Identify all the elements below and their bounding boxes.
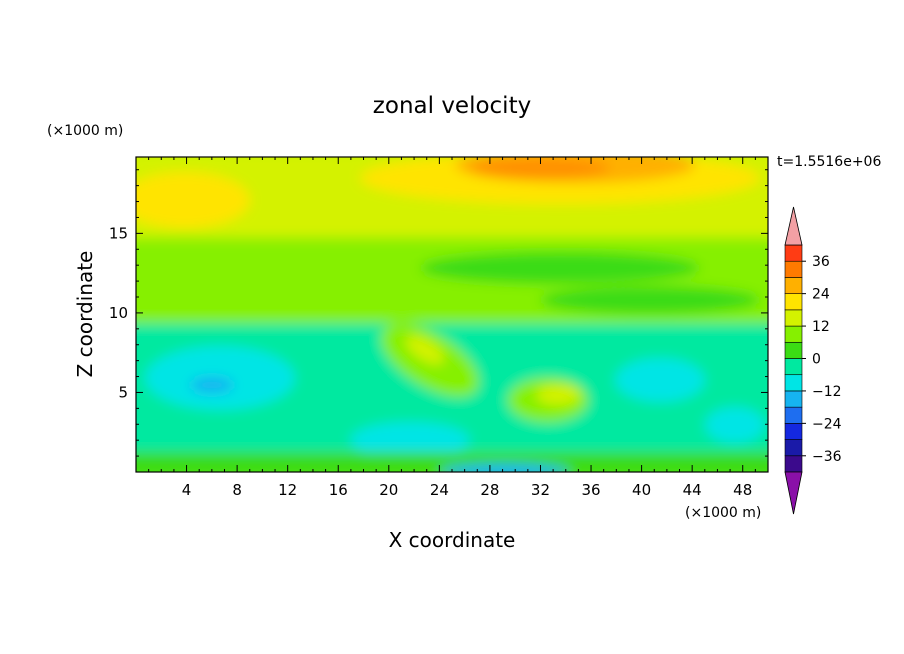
x-tick-label: 40: [632, 481, 651, 499]
colorbar-tick-label: −36: [812, 449, 842, 465]
patch-lobe-1-core: [405, 335, 445, 365]
colorbar-segment: [784, 260, 803, 278]
x-axis-label: X coordinate: [389, 528, 516, 552]
y-tick-label: 10: [109, 304, 128, 322]
colorbar-segment: [784, 325, 803, 343]
heatmap-field: [136, 157, 768, 472]
x-axis: 4 8 12 16 20 24 28 32 36 40 44 48: [148, 157, 756, 499]
x-tick-label: 44: [683, 481, 702, 499]
colorbar-tick-label: 12: [812, 319, 830, 335]
colorbar-segment: [784, 244, 803, 262]
y-tick-label: 5: [118, 383, 128, 401]
colorbar-tick-label: −24: [812, 416, 842, 432]
y-axis: 5 10 15: [109, 169, 768, 457]
x-tick-label: 32: [531, 481, 550, 499]
patch-upper-green: [420, 252, 700, 284]
colorbar-segment: [784, 423, 803, 440]
x-tick-label: 48: [733, 481, 752, 499]
patch-left-yellow: [136, 172, 250, 228]
colorbar-under-arrow: [784, 471, 803, 515]
patch-left-blue: [190, 377, 234, 393]
patch-mid-green: [540, 286, 760, 314]
colorbar-tick-label: 24: [812, 287, 830, 303]
x-tick-label: 12: [278, 481, 297, 499]
colorbar-segment: [784, 374, 803, 392]
colorbar-segment: [784, 277, 803, 294]
y-unit-label: (×1000 m): [47, 123, 123, 139]
colorbar-segment: [784, 293, 803, 311]
colorbar-segment: [784, 455, 803, 473]
x-tick-label: 28: [480, 481, 499, 499]
patch-bottom-blue: [440, 464, 570, 472]
patch-far-right-cyan: [705, 407, 765, 443]
x-tick-label: 8: [232, 481, 242, 499]
colorbar-over-arrow: [784, 206, 803, 246]
patch-top-darkorange: [470, 158, 610, 178]
y-tick-label: 15: [109, 224, 128, 242]
colorbar-tick-label: −12: [812, 384, 842, 400]
x-unit-label: (×1000 m): [685, 505, 761, 521]
x-tick-label: 4: [182, 481, 192, 499]
colorbar-segment: [784, 309, 803, 327]
colorbar-segment: [784, 358, 803, 376]
colorbar-tick-label: 36: [812, 254, 830, 270]
patch-right-cyan: [615, 358, 705, 402]
x-tick-label: 16: [329, 481, 348, 499]
band-bottom-green: [136, 452, 768, 472]
colorbar-segment: [784, 406, 803, 424]
patch-center-cyan: [350, 422, 470, 458]
x-tick-label: 24: [430, 481, 449, 499]
colorbar-tick-label: 0: [812, 352, 821, 368]
y-axis-label: Z coordinate: [73, 251, 97, 378]
colorbar-segment: [784, 439, 803, 457]
x-tick-label: 36: [581, 481, 600, 499]
patch-lobe-2-core: [536, 385, 580, 405]
time-label: t=1.5516e+06: [777, 154, 881, 170]
colorbar-segment: [784, 341, 803, 359]
colorbar: −36 −24 −12 0 12 24 36: [784, 206, 842, 515]
x-tick-label: 20: [379, 481, 398, 499]
chart-title: zonal velocity: [373, 93, 531, 119]
colorbar-segment: [784, 390, 803, 408]
